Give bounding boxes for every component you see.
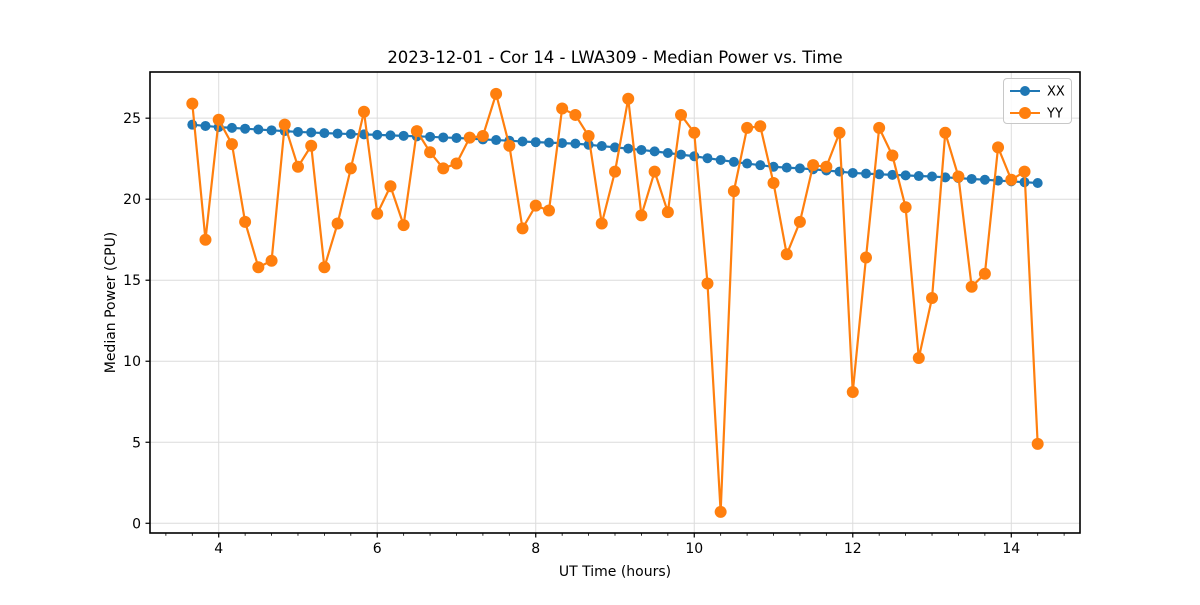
y-axis-label: Median Power (CPU): [103, 232, 119, 374]
legend-label-yy: YY: [1046, 107, 1063, 122]
x-tick-label: 8: [531, 541, 540, 557]
x-tick-label: 6: [373, 541, 382, 557]
chart-title: 2023-12-01 - Cor 14 - LWA309 - Median Po…: [387, 48, 842, 67]
y-tick-label: 10: [123, 354, 141, 370]
y-tick-label: 0: [132, 516, 141, 532]
y-tick-label: 5: [132, 435, 141, 451]
y-tick-label: 25: [123, 111, 141, 127]
legend: XX YY: [1003, 78, 1072, 124]
x-axis-label: UT Time (hours): [559, 564, 671, 580]
y-tick-label: 20: [123, 192, 141, 208]
data-series: [186, 87, 1044, 518]
axes-and-ticks: 4 6 8 10 12 14 0 5 10 15 20 25: [123, 71, 1081, 557]
legend-marker-xx-icon: [1020, 86, 1030, 96]
x-tick-label: 10: [685, 541, 703, 557]
x-tick-label: 14: [1002, 541, 1020, 557]
x-tick-label: 4: [214, 541, 223, 557]
x-tick-label: 12: [844, 541, 862, 557]
grid-lines: [150, 72, 1080, 533]
legend-marker-yy-icon: [1019, 107, 1031, 119]
y-tick-label: 15: [123, 273, 141, 289]
legend-label-xx: XX: [1047, 85, 1065, 100]
